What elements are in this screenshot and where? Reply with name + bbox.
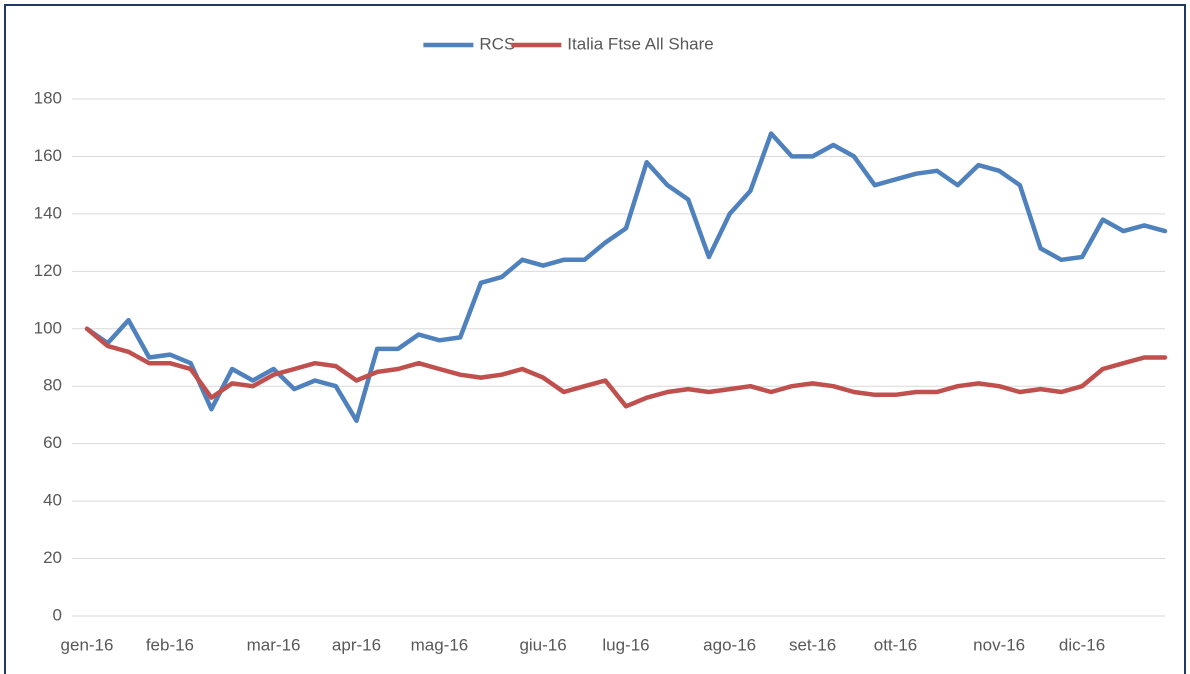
y-tick-label: 180	[34, 88, 62, 107]
x-tick-label: nov-16	[973, 635, 1025, 654]
legend-label: Italia Ftse All Share	[567, 34, 713, 53]
x-tick-label: apr-16	[332, 635, 381, 654]
y-tick-label: 60	[43, 433, 62, 452]
x-tick-label: gen-16	[61, 635, 114, 654]
y-tick-label: 40	[43, 491, 62, 510]
y-tick-label: 160	[34, 146, 62, 165]
x-tick-label: feb-16	[146, 635, 194, 654]
x-tick-label: mag-16	[411, 635, 469, 654]
chart-border	[4, 4, 1186, 674]
y-tick-label: 120	[34, 261, 62, 280]
y-tick-label: 20	[43, 548, 62, 567]
x-tick-label: set-16	[789, 635, 836, 654]
y-tick-label: 80	[43, 376, 62, 395]
x-tick-label: dic-16	[1059, 635, 1105, 654]
series-line	[84, 131, 1168, 423]
y-tick-label: 100	[34, 318, 62, 337]
y-tick-label: 140	[34, 203, 62, 222]
x-tick-label: ago-16	[703, 635, 756, 654]
x-tick-label: lug-16	[602, 635, 649, 654]
y-tick-label: 0	[53, 605, 62, 624]
series-line	[84, 326, 1168, 409]
legend-label: RCS	[479, 34, 515, 53]
x-tick-label: mar-16	[247, 635, 301, 654]
x-tick-label: giu-16	[519, 635, 566, 654]
x-tick-label: ott-16	[874, 635, 917, 654]
